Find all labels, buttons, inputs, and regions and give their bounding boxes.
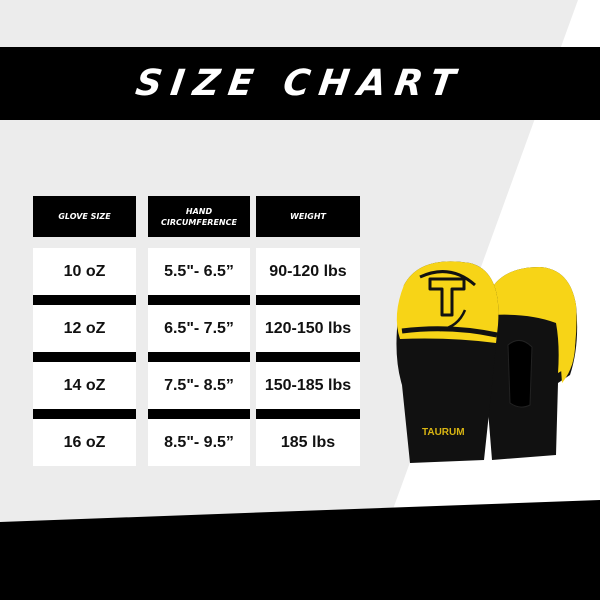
cell-glove-size: 14 oZ xyxy=(33,362,136,409)
cell-glove-size: 16 oZ xyxy=(33,419,136,466)
header-hand-circumference: HAND CIRCUMFERENCE xyxy=(148,196,250,237)
page-title: SIZE CHART xyxy=(133,63,467,104)
header-weight: WEIGHT xyxy=(256,196,360,237)
cell-hand-circumference: 8.5"- 9.5” xyxy=(148,419,250,466)
brand-t-logo-icon xyxy=(428,277,466,317)
cell-weight: 185 lbs xyxy=(256,419,360,466)
right-glove xyxy=(486,267,578,460)
brand-logo-text: TAURUM xyxy=(422,427,465,438)
title-band: SIZE CHART xyxy=(0,47,600,120)
left-glove: TAURUM xyxy=(396,261,499,463)
cell-weight: 120-150 lbs xyxy=(256,305,360,352)
cell-glove-size: 12 oZ xyxy=(33,305,136,352)
row-divider xyxy=(256,409,360,419)
row-divider xyxy=(148,352,250,362)
cell-hand-circumference: 7.5"- 8.5” xyxy=(148,362,250,409)
row-divider xyxy=(148,295,250,305)
boxing-gloves-image: TAURUM xyxy=(396,261,578,463)
row-divider xyxy=(33,409,136,419)
cell-hand-circumference: 6.5"- 7.5” xyxy=(148,305,250,352)
row-divider xyxy=(33,295,136,305)
row-divider xyxy=(33,352,136,362)
cell-weight: 150-185 lbs xyxy=(256,362,360,409)
cell-hand-circumference: 5.5"- 6.5” xyxy=(148,248,250,295)
row-divider xyxy=(148,409,250,419)
cell-glove-size: 10 oZ xyxy=(33,248,136,295)
cell-weight: 90-120 lbs xyxy=(256,248,360,295)
header-glove-size: GLOVE SIZE xyxy=(33,196,136,237)
row-divider xyxy=(256,295,360,305)
row-divider xyxy=(256,352,360,362)
